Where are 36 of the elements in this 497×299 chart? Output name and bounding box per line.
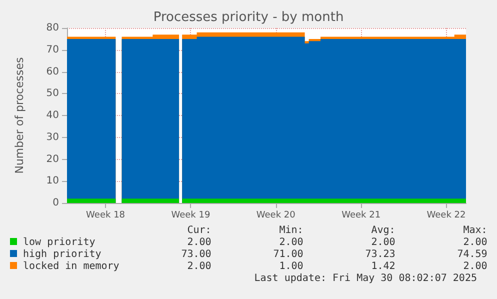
text: 73.23: [364, 249, 396, 261]
chart-title: Processes priority - by month: [153, 10, 344, 25]
y-tick-label: 40: [46, 110, 59, 121]
text: Last update: Fri May 30 08:02:07 2025: [254, 273, 477, 284]
y-tick-label: 60: [46, 66, 59, 78]
text: 73.00: [180, 249, 212, 261]
x-tick-label: Week 21: [342, 210, 381, 220]
y-tick-label: 10: [46, 176, 59, 187]
text: 2.00: [462, 261, 488, 273]
legend-label: low priority: [22, 237, 96, 249]
text: 2.00: [462, 237, 488, 249]
x-tick-label: Week 22: [426, 210, 466, 220]
y-tick-label: 50: [46, 88, 59, 100]
text: 74.59: [456, 249, 488, 261]
y-axis-title: Number of processes: [13, 56, 26, 174]
x-tick-label: Week 18: [86, 210, 126, 220]
text: 2.00: [370, 237, 396, 249]
text: 1.42: [370, 261, 396, 273]
y-tick-label: 30: [46, 132, 59, 143]
text: Avg:: [370, 225, 396, 237]
x-tick-label: Week 19: [171, 210, 210, 220]
text: 2.00: [278, 237, 304, 249]
legend-label: locked in memory: [22, 261, 120, 273]
y-tick-label: 0: [52, 198, 59, 208]
text: 2.00: [186, 237, 212, 249]
legend-label: high priority: [22, 249, 102, 261]
y-tick-label: 80: [46, 22, 59, 34]
text: 1.00: [278, 261, 304, 273]
y-tick-label: 70: [46, 44, 59, 56]
x-tick-label: Week 20: [256, 210, 296, 220]
text: Min:: [278, 225, 304, 237]
text: 2.00: [186, 261, 212, 273]
text: 71.00: [272, 249, 304, 261]
text: Max:: [462, 225, 488, 237]
y-tick-label: 20: [46, 154, 59, 165]
text: Cur:: [186, 225, 212, 237]
